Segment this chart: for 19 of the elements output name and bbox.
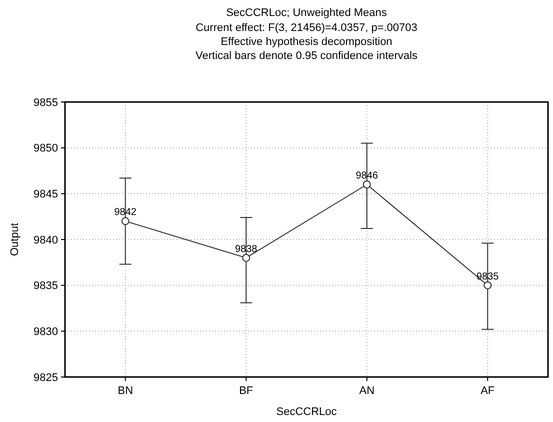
chart-title: SecCCRLoc; Unweighted Means (226, 7, 388, 19)
x-axis-title: SecCCRLoc (276, 406, 338, 418)
y-axis-title: Output (9, 222, 21, 256)
point (121, 217, 130, 226)
y-tick-label: 9840 (34, 234, 58, 246)
y-tick-label: 9830 (34, 326, 58, 338)
x-tick-label: AN (359, 385, 375, 397)
y-tick-label: 9835 (34, 280, 58, 292)
x-tick-label: BN (118, 385, 134, 397)
y-tick-label: 9855 (34, 96, 58, 109)
point (484, 281, 492, 290)
y-tick-label: 9845 (34, 188, 58, 201)
x-tick-label: AF (480, 385, 495, 397)
y-tick-label: 9850 (34, 142, 58, 155)
chart-subtitle: Current effect: F(3, 21456)=4.0357, p=.00703 Effective hypothesis decomposition Vertical bars denote 0.95 confidence intervals (196, 22, 418, 62)
point (242, 254, 250, 262)
point (362, 180, 371, 188)
y-tick-label: 9825 (34, 372, 58, 384)
x-tick-label: BF (239, 385, 254, 397)
